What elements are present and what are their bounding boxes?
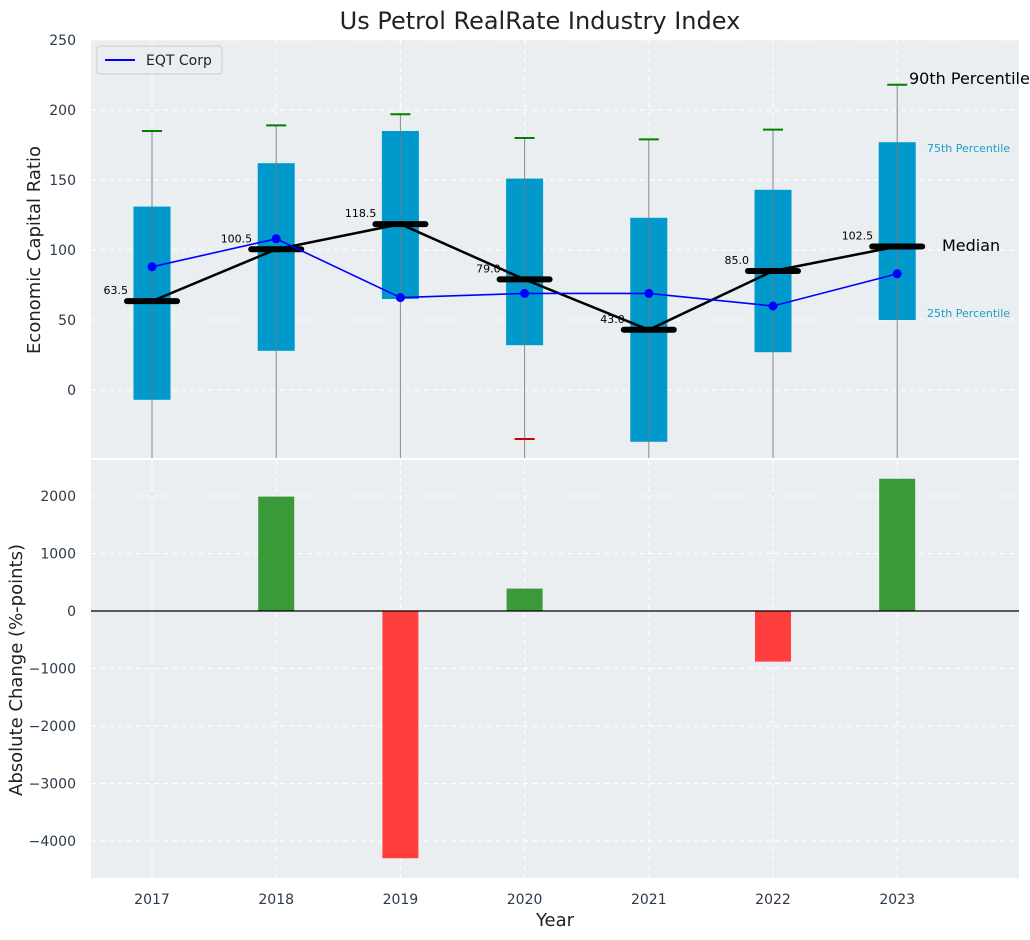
median-series: 63.5 100.5 118.5 79.0 43.0 85.0 102.5 <box>104 207 926 333</box>
eqt-point <box>768 301 778 311</box>
median-value-label: 85.0 <box>725 254 750 267</box>
bottom-y-axis-label: Absolute Change (%-points) <box>6 544 27 796</box>
top-y-tick-label: 100 <box>49 243 76 259</box>
bottom-y-tick-label: −2000 <box>29 719 76 735</box>
annotation-p25: 25th Percentile <box>927 307 1010 320</box>
eqt-series <box>147 234 902 311</box>
percentile-annotations: 90th Percentile 75th Percentile Median 2… <box>909 69 1030 320</box>
change-bars <box>258 478 916 859</box>
x-tick-label: 2022 <box>755 892 791 908</box>
bottom-y-ticks: −4000 −3000 −2000 −1000 0 1000 2000 <box>29 489 76 850</box>
x-tick-label: 2018 <box>258 892 294 908</box>
bottom-y-tick-label: 1000 <box>40 547 76 563</box>
change-bar <box>258 496 295 611</box>
top-y-tick-label: 250 <box>49 33 76 49</box>
bottom-y-tick-label: −3000 <box>29 777 76 793</box>
annotation-median: Median <box>942 236 1000 255</box>
median-value-label: 43.0 <box>600 313 625 326</box>
bottom-y-tick-label: 0 <box>67 604 76 620</box>
x-tick-label: 2021 <box>631 892 667 908</box>
eqt-point <box>147 262 157 272</box>
legend: EQT Corp <box>96 45 223 75</box>
top-y-tick-label: 150 <box>49 173 76 189</box>
top-y-tick-label: 50 <box>58 313 76 329</box>
median-value-label: 100.5 <box>221 232 253 245</box>
change-bar <box>506 588 543 611</box>
x-tick-label: 2023 <box>879 892 915 908</box>
legend-label-eqt: EQT Corp <box>146 53 212 69</box>
eqt-point <box>644 288 654 298</box>
median-value-label: 102.5 <box>842 230 874 243</box>
change-bar <box>382 611 419 859</box>
change-bar <box>755 611 791 662</box>
chart-title: Us Petrol RealRate Industry Index <box>340 7 741 35</box>
eqt-point <box>520 288 530 298</box>
annotation-p75: 75th Percentile <box>927 142 1010 155</box>
median-value-label: 63.5 <box>104 284 129 297</box>
bottom-y-tick-label: 2000 <box>40 489 76 505</box>
top-y-tick-label: 0 <box>67 383 76 399</box>
eqt-point <box>892 269 902 279</box>
top-y-axis-label: Economic Capital Ratio <box>24 146 45 354</box>
median-value-label: 79.0 <box>476 262 501 275</box>
x-ticks: 2017 2018 2019 2020 2021 2022 2023 <box>134 892 915 908</box>
x-tick-label: 2017 <box>134 892 170 908</box>
bottom-y-tick-label: −1000 <box>29 662 76 678</box>
median-value-label: 118.5 <box>345 207 377 220</box>
top-y-tick-label: 200 <box>49 103 76 119</box>
x-tick-label: 2020 <box>507 892 543 908</box>
eqt-point <box>271 234 281 244</box>
annotation-p90: 90th Percentile <box>909 69 1030 88</box>
legend-box <box>96 45 223 75</box>
top-y-ticks: 0 50 100 150 200 250 <box>49 33 76 399</box>
change-bar <box>879 478 916 611</box>
x-axis-label: Year <box>535 910 575 931</box>
bottom-y-tick-label: −4000 <box>29 834 76 850</box>
eqt-point <box>395 293 405 303</box>
top-panel: 0 50 100 150 200 250 63.5 100.5 118.5 79.0 43.0 85… <box>24 33 1030 458</box>
x-tick-label: 2019 <box>383 892 419 908</box>
